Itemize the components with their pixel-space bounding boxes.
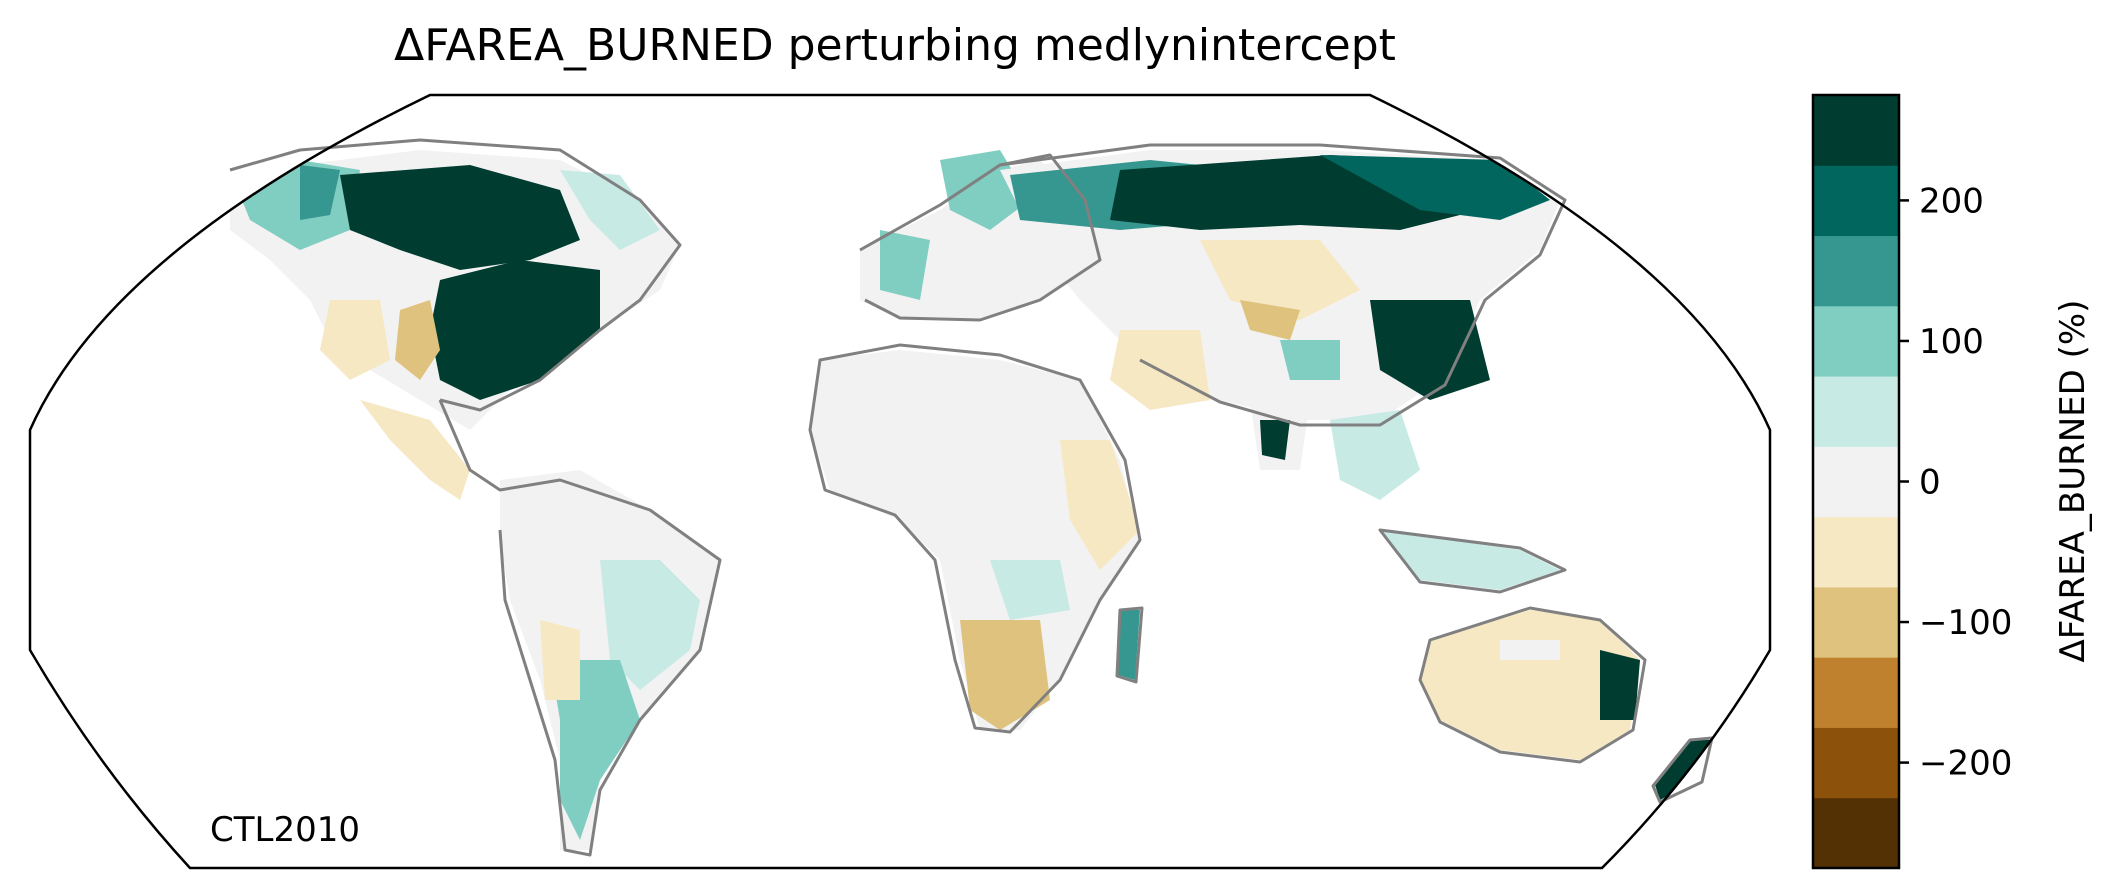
colorbar-block: [1813, 376, 1899, 447]
canada-boreal: [340, 165, 580, 270]
run-label: CTL2010: [210, 810, 360, 850]
map-title: ΔFAREA_BURNED perturbing medlynintercept: [394, 20, 1396, 71]
madagascar: [1118, 610, 1140, 680]
colorbar-block: [1813, 727, 1899, 799]
horn-of-africa: [1060, 440, 1140, 570]
india-east: [1260, 420, 1290, 460]
eastern-china: [1370, 300, 1490, 400]
great-plains: [395, 300, 440, 380]
central-america: [360, 400, 470, 500]
southeast-asia: [1330, 410, 1420, 500]
southern-south-america: [550, 660, 640, 840]
colorbar-block: [1813, 516, 1899, 588]
quebec: [560, 170, 660, 250]
east-siberia: [1320, 155, 1550, 220]
eastern-australia: [1600, 650, 1640, 720]
coastline: [999, 143, 1567, 427]
colorbar-label: ΔFAREA_BURNED (%): [2053, 300, 2093, 663]
africa: [810, 350, 1140, 730]
colorbar-block: [1813, 305, 1899, 377]
map-boundary: [28, 93, 1772, 870]
tibet: [1240, 300, 1300, 340]
coastline: [1115, 606, 1144, 684]
southern-africa: [960, 620, 1050, 730]
central-africa: [990, 560, 1070, 620]
colorbar-block: [1813, 657, 1899, 728]
new-zealand: [1655, 740, 1710, 800]
indonesia: [1380, 530, 1560, 590]
colorbar-block: [1813, 95, 1899, 166]
brazil: [600, 560, 700, 690]
coastline: [859, 153, 1102, 322]
colorbar-block: [1813, 586, 1899, 658]
central-australia-white: [1500, 640, 1560, 660]
colorbar-tick-label: −200: [1919, 744, 2012, 784]
colorbar-tick-label: −100: [1919, 603, 2012, 643]
canada-west: [300, 165, 340, 220]
australia: [1420, 610, 1640, 760]
colorbar-block: [1813, 446, 1899, 518]
colorbar-block: [1813, 797, 1899, 869]
chaco: [540, 620, 580, 700]
south-china: [1280, 340, 1340, 380]
coastline: [1378, 528, 1567, 594]
coastline: [1418, 606, 1647, 764]
colorbar-tick-label: 100: [1919, 322, 1984, 362]
colorbar-block: [1813, 235, 1899, 307]
coastline: [1651, 736, 1714, 804]
colorbar-block: [1813, 165, 1899, 237]
western-europe: [880, 230, 930, 300]
western-us: [320, 300, 390, 380]
colorbar-tick-label: 200: [1919, 181, 1984, 221]
coastline: [808, 343, 1142, 734]
colorbar-tick-label: 0: [1919, 463, 1941, 503]
coastline: [438, 399, 722, 857]
coastline: [229, 138, 682, 412]
